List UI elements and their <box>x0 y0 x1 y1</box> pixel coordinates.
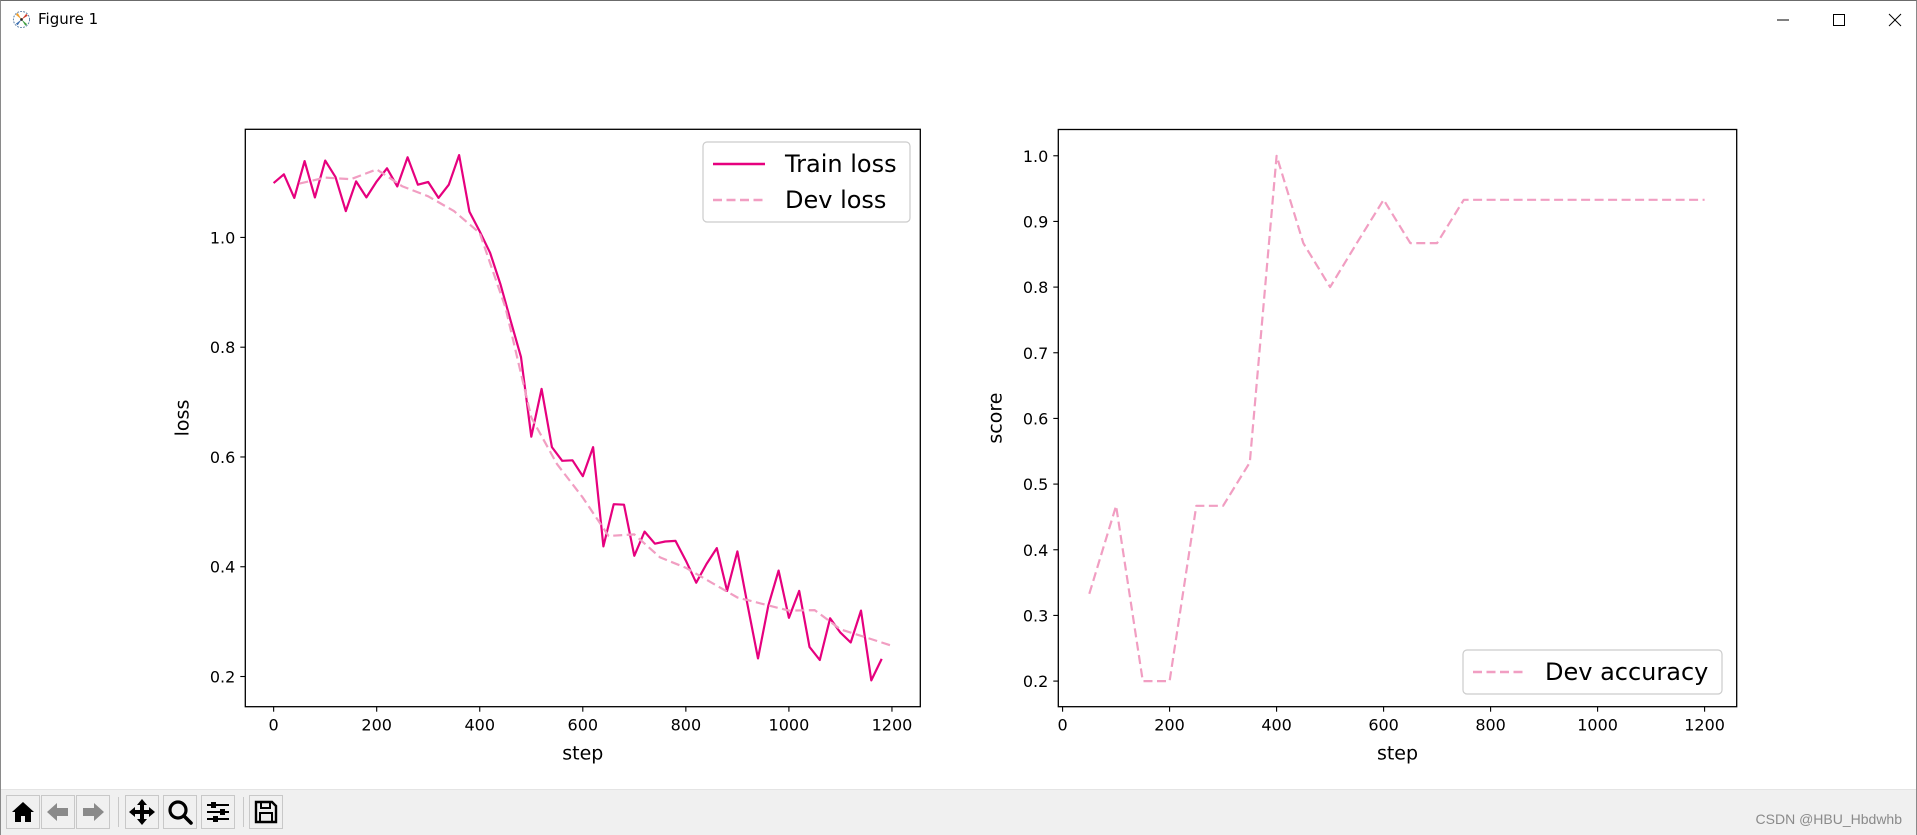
close-icon <box>1888 13 1902 27</box>
x-tick-label: 600 <box>568 716 599 735</box>
arrow-left-icon <box>47 803 68 821</box>
x-tick-label: 1000 <box>769 716 810 735</box>
y-tick-label: 0.8 <box>210 338 235 357</box>
x-tick-label: 200 <box>361 716 392 735</box>
accuracy-axes: 0 200 400 600 800 1000 1200 0.2 0.3 0.4 0.5 0.6 0.7 0… <box>984 128 1738 765</box>
x-tick-label: 0 <box>1057 716 1067 735</box>
x-axis-label: step <box>562 743 603 765</box>
x-tick-label: 600 <box>1368 716 1399 735</box>
legend: Train loss Dev loss <box>702 141 911 223</box>
x-tick-label: 800 <box>1475 716 1506 735</box>
x-tick-label: 400 <box>1261 716 1292 735</box>
legend: Dev accuracy <box>1462 649 1723 695</box>
x-tick-label: 800 <box>671 716 702 735</box>
figure-svg: 0 200 400 600 800 1000 1200 0.2 0.4 0.6 0.8 1.0 step… <box>171 128 1738 765</box>
x-tick-label: 0 <box>269 716 279 735</box>
y-tick-label: 0.5 <box>1023 475 1048 494</box>
magnifier-icon <box>168 800 193 825</box>
train-loss-line <box>272 154 883 682</box>
legend-label: Train loss <box>784 150 897 178</box>
maximize-button[interactable] <box>1811 1 1867 39</box>
y-tick-label: 1.0 <box>210 228 235 247</box>
dev-loss-line <box>299 168 893 647</box>
window-title: Figure 1 <box>38 10 99 28</box>
y-tick-label: 0.6 <box>210 448 235 467</box>
minimize-button[interactable] <box>1755 1 1811 39</box>
title-bar[interactable]: Figure 1 <box>1 1 1916 39</box>
forward-button[interactable] <box>76 795 110 829</box>
zoom-button[interactable] <box>163 795 197 829</box>
watermark: CSDN @HBU_Hbdwhb <box>1755 811 1902 827</box>
y-tick-label: 0.9 <box>1023 212 1048 231</box>
dev-accuracy-line <box>1088 154 1705 683</box>
y-tick-label: 0.4 <box>210 558 235 577</box>
save-button[interactable] <box>249 795 283 829</box>
move-icon <box>129 799 155 825</box>
y-tick-label: 0.3 <box>1023 606 1048 625</box>
arrow-right-icon <box>83 803 104 821</box>
toolbar-separator <box>118 797 119 827</box>
x-tick-label: 200 <box>1154 716 1185 735</box>
y-tick-label: 0.4 <box>1023 541 1048 560</box>
back-button[interactable] <box>41 795 75 829</box>
floppy-disk-icon <box>254 800 278 824</box>
close-button[interactable] <box>1867 1 1917 39</box>
x-tick-label: 1000 <box>1577 716 1618 735</box>
legend-label: Dev loss <box>785 186 886 214</box>
loss-axes: 0 200 400 600 800 1000 1200 0.2 0.4 0.6 0.8 1.0 step… <box>171 128 921 765</box>
maximize-icon <box>1833 14 1845 26</box>
configure-subplots-button[interactable] <box>201 795 235 829</box>
legend-box <box>702 141 911 223</box>
navigation-toolbar: CSDN @HBU_Hbdwhb <box>1 789 1916 835</box>
y-tick-label: 1.0 <box>1023 147 1048 166</box>
x-tick-label: 1200 <box>872 716 913 735</box>
legend-box <box>1462 649 1723 695</box>
sliders-icon <box>207 802 229 822</box>
y-tick-label: 0.2 <box>210 668 235 687</box>
x-axis-label: step <box>1377 743 1418 765</box>
y-tick-label: 0.7 <box>1023 344 1048 363</box>
x-tick-label: 400 <box>464 716 495 735</box>
x-tick-label: 1200 <box>1684 716 1725 735</box>
legend-label: Dev accuracy <box>1545 658 1708 686</box>
y-tick-label: 0.2 <box>1023 672 1048 691</box>
toolbar-separator <box>243 797 244 827</box>
y-tick-label: 0.6 <box>1023 409 1048 428</box>
pan-button[interactable] <box>125 795 159 829</box>
y-tick-label: 0.8 <box>1023 278 1048 297</box>
y-axis-label: loss <box>171 400 193 437</box>
minimize-icon <box>1777 19 1789 21</box>
figure-canvas[interactable]: 0 200 400 600 800 1000 1200 0.2 0.4 0.6 0.8 1.0 step… <box>1 39 1916 789</box>
y-axis-label: score <box>984 393 1006 444</box>
matplotlib-logo-icon <box>12 10 31 29</box>
home-icon <box>12 802 34 822</box>
axes-frame <box>1057 128 1738 708</box>
home-button[interactable] <box>6 795 40 829</box>
